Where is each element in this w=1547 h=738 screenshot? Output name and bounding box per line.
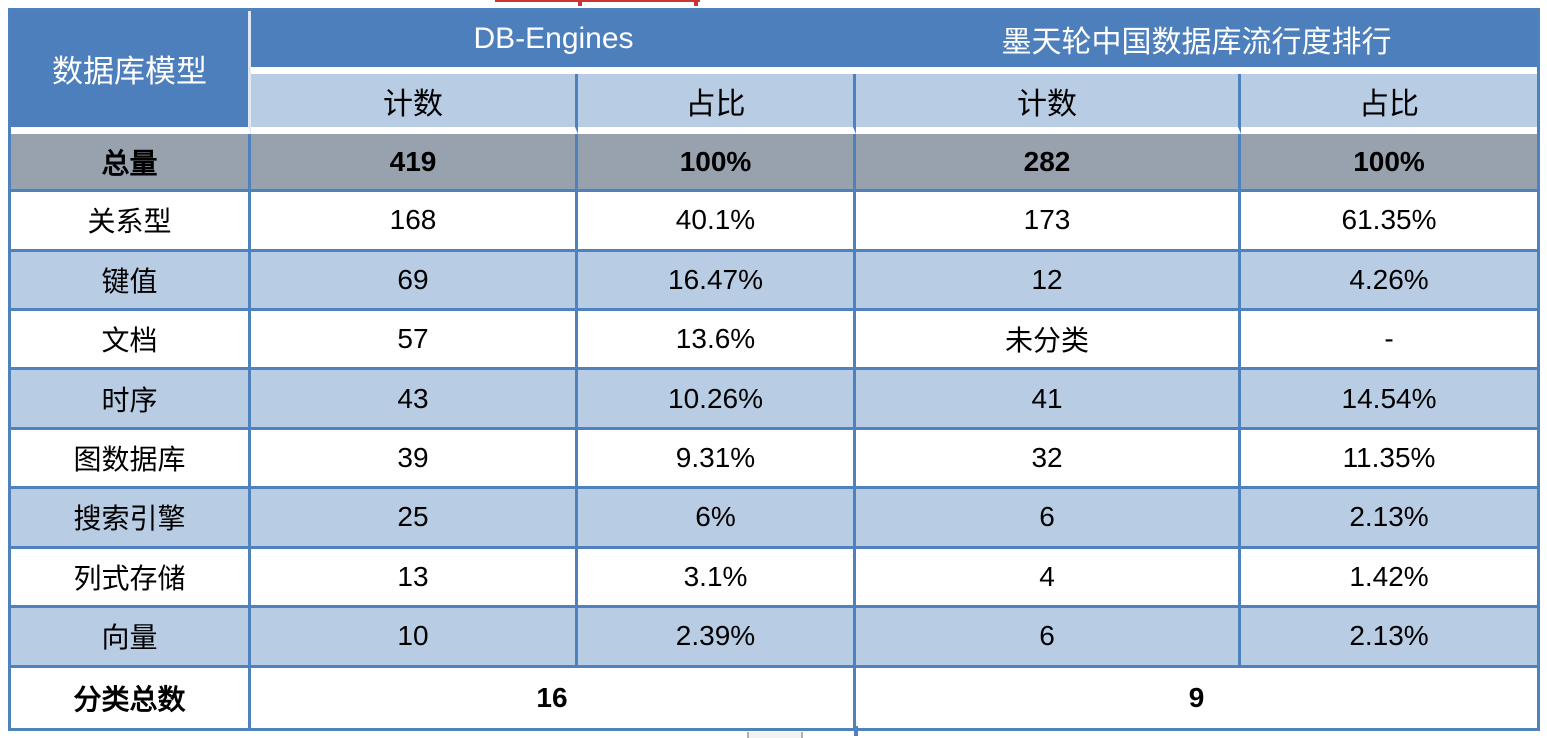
- table-row: 关系型 168 40.1% 173 61.35%: [11, 192, 1538, 252]
- sub-header-row: 计数 占比 计数 占比: [11, 74, 1538, 134]
- cell-share-dbengines: 2.39%: [578, 608, 857, 668]
- cell-count-mtl: 173: [856, 192, 1242, 252]
- cell-count-dbengines: 39: [251, 429, 578, 490]
- cell-count-dbengines: 69: [251, 251, 578, 312]
- cell-count-dbengines: 43: [251, 370, 578, 430]
- cell-total-categories-dbengines: 16: [251, 667, 857, 728]
- table-row: 向量 10 2.39% 6 2.13%: [11, 608, 1538, 668]
- table-row: 文档 57 13.6% 未分类 -: [11, 311, 1538, 371]
- cell-count-mtl: 12: [856, 251, 1242, 312]
- table-row: 列式存储 13 3.1% 4 1.42%: [11, 548, 1538, 609]
- cell-share-dbengines: 40.1%: [578, 192, 857, 252]
- header-database-model: 数据库模型: [11, 11, 251, 134]
- row-label: 列式存储: [11, 548, 251, 609]
- row-label: 时序: [11, 370, 251, 430]
- cell-share-mtl: 2.13%: [1241, 489, 1538, 549]
- red-tick-artifact: [694, 0, 698, 6]
- cell-count-mtl: 6: [856, 489, 1242, 549]
- scrollbar-thumb[interactable]: [747, 732, 803, 738]
- subheader-count-dbengines: 计数: [251, 74, 578, 134]
- cell-share-mtl: 61.35%: [1241, 192, 1538, 252]
- row-label: 总量: [11, 133, 251, 193]
- table-row: 键值 69 16.47% 12 4.26%: [11, 251, 1538, 312]
- cell-count-dbengines: 10: [251, 608, 578, 668]
- cell-share-mtl: 14.54%: [1241, 370, 1538, 430]
- cell-count-mtl: 282: [856, 133, 1242, 193]
- cell-count-dbengines: 419: [251, 133, 578, 193]
- cell-share-mtl: -: [1241, 311, 1538, 371]
- header-mtl-ranking: 墨天轮中国数据库流行度排行: [856, 11, 1538, 75]
- cell-share-dbengines: 6%: [578, 489, 857, 549]
- cell-share-dbengines: 10.26%: [578, 370, 857, 430]
- cell-share-dbengines: 16.47%: [578, 251, 857, 312]
- row-label: 搜索引擎: [11, 489, 251, 549]
- cell-count-dbengines: 13: [251, 548, 578, 609]
- row-label: 文档: [11, 311, 251, 371]
- cell-count-dbengines: 168: [251, 192, 578, 252]
- database-model-comparison-table: 数据库模型 DB-Engines 墨天轮中国数据库流行度排行 计数 占比 计数 …: [8, 8, 1541, 731]
- cell-share-dbengines: 13.6%: [578, 311, 857, 371]
- cell-count-mtl: 未分类: [856, 311, 1242, 371]
- cell-count-mtl: 6: [856, 608, 1242, 668]
- subheader-share-mtl: 占比: [1241, 74, 1538, 134]
- cell-share-mtl: 100%: [1241, 133, 1538, 193]
- cell-share-mtl: 4.26%: [1241, 251, 1538, 312]
- table-row: 图数据库 39 9.31% 32 11.35%: [11, 429, 1538, 490]
- cell-share-dbengines: 9.31%: [578, 429, 857, 490]
- row-label: 关系型: [11, 192, 251, 252]
- red-underline-artifact: [495, 0, 700, 6]
- table-row: 时序 43 10.26% 41 14.54%: [11, 370, 1538, 430]
- cell-count-dbengines: 25: [251, 489, 578, 549]
- group-header-row: 数据库模型 DB-Engines 墨天轮中国数据库流行度排行: [11, 11, 1538, 134]
- cell-share-mtl: 1.42%: [1241, 548, 1538, 609]
- row-label: 图数据库: [11, 429, 251, 490]
- cell-count-mtl: 32: [856, 429, 1242, 490]
- cell-count-mtl: 4: [856, 548, 1242, 609]
- header-db-engines: DB-Engines: [251, 11, 857, 75]
- table-row: 搜索引擎 25 6% 6 2.13%: [11, 489, 1538, 549]
- cell-share-dbengines: 100%: [578, 133, 857, 193]
- subheader-share-dbengines: 占比: [578, 74, 857, 134]
- cell-share-dbengines: 3.1%: [578, 548, 857, 609]
- total-row: 总量 419 100% 282 100%: [11, 133, 1538, 193]
- row-label: 向量: [11, 608, 251, 668]
- gridline-stub-artifact: [854, 726, 858, 736]
- red-tick-artifact: [578, 0, 582, 6]
- cell-count-dbengines: 57: [251, 311, 578, 371]
- summary-row: 分类总数 16 9: [11, 667, 1538, 728]
- cell-count-mtl: 41: [856, 370, 1242, 430]
- cell-share-mtl: 2.13%: [1241, 608, 1538, 668]
- cell-total-categories-mtl: 9: [856, 667, 1538, 728]
- row-label: 分类总数: [11, 667, 251, 728]
- row-label: 键值: [11, 251, 251, 312]
- subheader-count-mtl: 计数: [856, 74, 1242, 134]
- cell-share-mtl: 11.35%: [1241, 429, 1538, 490]
